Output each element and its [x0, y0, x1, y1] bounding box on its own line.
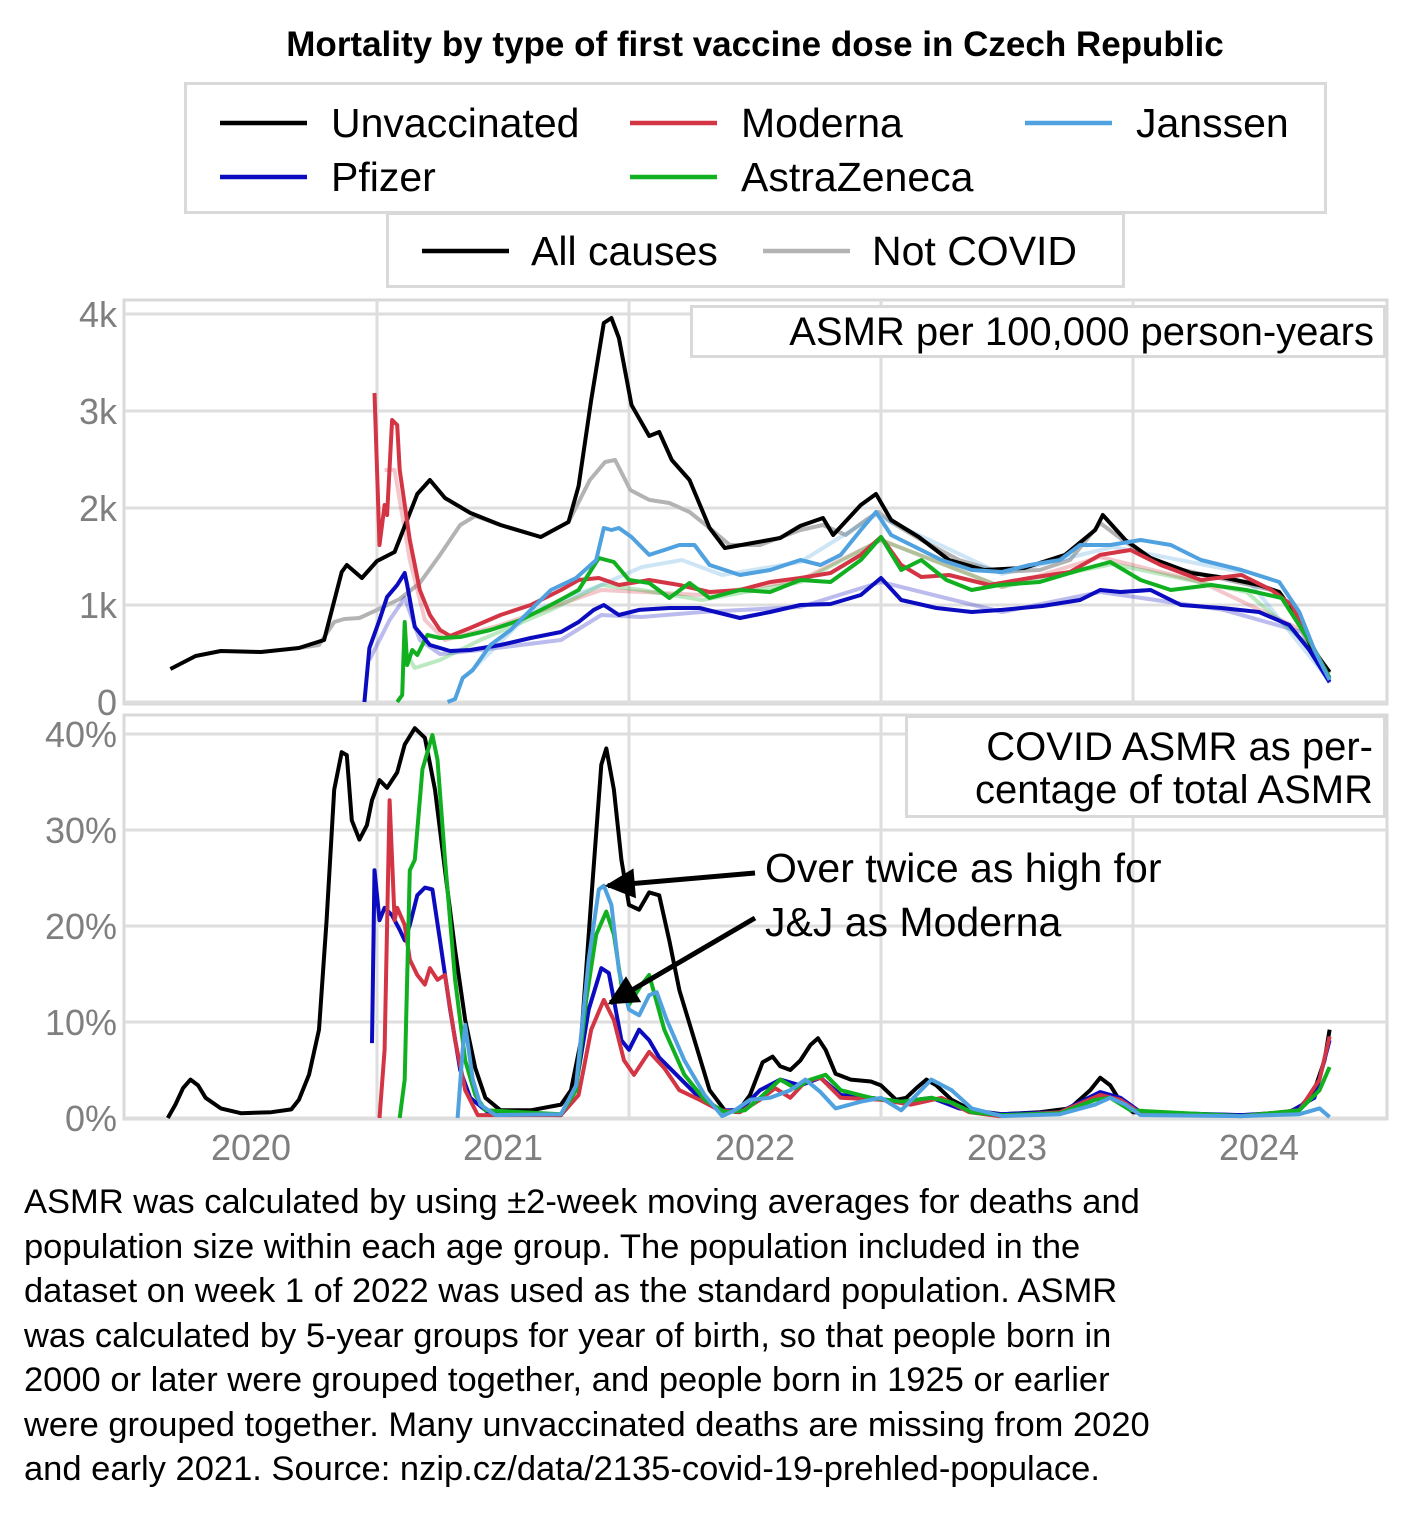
- panel-label-box: [690, 305, 1386, 358]
- panel-label-asmr: ASMR per 100,000 person-years: [789, 310, 1374, 354]
- series-line-pfizer: [362, 571, 1332, 703]
- footnote-line: was calculated by 5-year groups for year…: [24, 1316, 1112, 1355]
- y-tick-label: 1k: [79, 585, 118, 626]
- annotation: Over twice as high for J&J as Moderna: [604, 845, 1162, 1005]
- legend-item-not-covid: Not COVID: [763, 228, 1077, 274]
- panel-frame: [122, 298, 1389, 706]
- series-line-astrazeneca-not-covid: [402, 538, 1332, 681]
- y-tick-label: 2k: [79, 488, 118, 529]
- series-line-astrazeneca: [395, 535, 1332, 704]
- legend-item-janssen: Janssen: [1025, 100, 1289, 146]
- y-tick-label: 40%: [45, 714, 117, 755]
- series-line-moderna-not-covid: [384, 468, 1332, 681]
- x-axis: 2020 2021 2022 2023 2024: [211, 1127, 1299, 1168]
- legend-label: Not COVID: [872, 228, 1077, 274]
- legend-item-pfizer: Pfizer: [220, 154, 436, 200]
- chart: Mortality by type of first vaccine dose …: [45, 25, 1389, 1168]
- legend-label: Moderna: [741, 100, 903, 146]
- legend-item-all-causes: All causes: [422, 228, 718, 274]
- series-group: [169, 316, 1332, 704]
- panel-covid-percentage: 0% 10% 20% 30% 40% COVID ASMR as per-centage …: [45, 713, 1389, 1139]
- legend-label: Pfizer: [331, 154, 436, 200]
- annotation-text: Over twice as high for: [765, 845, 1162, 891]
- annotation-arrow: [607, 915, 757, 1005]
- footnote-line: 2000 or later were grouped together, and…: [24, 1361, 1110, 1399]
- footnote: ASMR was calculated by using ±2-week mov…: [24, 1180, 1404, 1492]
- chart-title: Mortality by type of first vaccine dose …: [286, 25, 1223, 64]
- footnote-line: were grouped together. Many unvaccinated…: [24, 1405, 1150, 1444]
- x-tick-label: 2024: [1219, 1127, 1299, 1168]
- x-tick-label: 2021: [463, 1127, 543, 1168]
- panel-label-covid-line: centage of total ASMR: [975, 768, 1373, 812]
- y-tick-label: 10%: [45, 1002, 117, 1043]
- x-tick-label: 2023: [967, 1127, 1047, 1168]
- y-tick-label: 4k: [79, 294, 118, 335]
- panel-label-box: [905, 715, 1386, 818]
- y-tick-label: 3k: [79, 391, 118, 432]
- legend-vaccine-box: [184, 82, 1327, 214]
- series-line-janssen: [446, 510, 1332, 704]
- footnote-line: population size within each age group. T…: [24, 1227, 1081, 1266]
- series-line-not-covid: [298, 458, 1332, 675]
- legend-item-unvaccinated: Unvaccinated: [220, 100, 579, 146]
- panel-label-covid-line: COVID ASMR as per-: [986, 725, 1373, 769]
- y-tick-label: 0%: [65, 1098, 117, 1139]
- panel-asmr: 0 1k 2k 3k 4k ASMR per 100,000 person-years: [79, 294, 1389, 723]
- annotation-arrow: [604, 868, 756, 899]
- x-tick-label: 2022: [715, 1127, 795, 1168]
- legend: Unvaccinated Moderna Janssen Pfizer AstraZen…: [220, 100, 1289, 274]
- legend-label: Janssen: [1136, 100, 1289, 146]
- legend-cause-box: [386, 212, 1125, 288]
- x-tick-label: 2020: [211, 1127, 291, 1168]
- legend-label: Unvaccinated: [331, 100, 579, 146]
- series-line-unvaccinated: [169, 316, 1332, 674]
- y-tick-label: 0: [97, 682, 117, 723]
- legend-label: All causes: [531, 228, 718, 274]
- legend-item-astrazeneca: AstraZeneca: [630, 154, 974, 200]
- footnote-line: ASMR was calculated by using ±2-week mov…: [24, 1183, 1140, 1221]
- footnote-line: dataset on week 1 of 2022 was used as th…: [24, 1272, 1118, 1310]
- legend-item-moderna: Moderna: [630, 100, 903, 146]
- y-tick-label: 30%: [45, 810, 117, 851]
- legend-label: AstraZeneca: [741, 154, 974, 200]
- y-tick-label: 20%: [45, 906, 117, 947]
- series-group: [166, 726, 1332, 1119]
- series-line-moderna: [372, 392, 1332, 679]
- footnote-line: and early 2021. Source: nzip.cz/data/213…: [24, 1450, 1100, 1488]
- series-line-janssen: [455, 883, 1331, 1119]
- annotation-text: J&J as Moderna: [765, 899, 1061, 945]
